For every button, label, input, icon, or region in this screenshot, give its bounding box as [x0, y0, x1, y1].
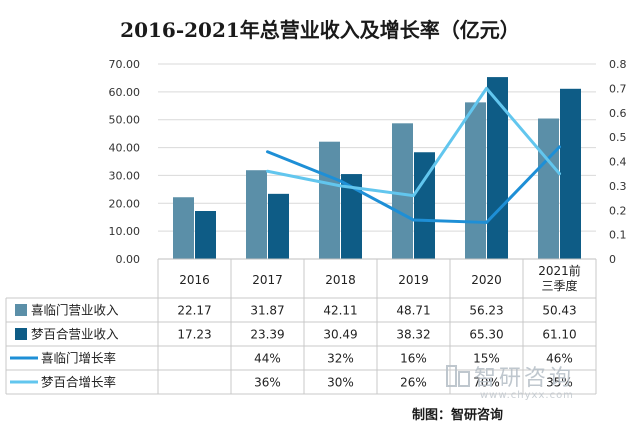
y-right-tick-label: 0.2 — [609, 204, 627, 217]
table-cell-喜临门营业收入: 31.87 — [250, 304, 284, 318]
bar-梦百合营业收入-2016 — [195, 211, 216, 259]
bar-梦百合营业收入-2018 — [341, 174, 362, 259]
x-tick-label: 2016 — [179, 273, 210, 287]
y-left-tick-label: 70.00 — [109, 58, 141, 71]
bar-梦百合营业收入-2021前三季度 — [560, 88, 581, 260]
table-cell-喜临门营业收入: 56.23 — [469, 304, 503, 318]
table-cell-喜临门营业收入: 42.11 — [323, 304, 357, 318]
y-left-tick-label: 10.00 — [109, 225, 141, 238]
y-right-tick-label: 0.6 — [609, 107, 627, 120]
y-left-tick-label: 20.00 — [109, 197, 141, 210]
y-left-tick-label: 40.00 — [109, 142, 141, 155]
y-right-tick-label: 0.8 — [609, 58, 627, 71]
table-cell-梦百合增长率: 30% — [327, 376, 354, 390]
bar-喜临门营业收入-2018 — [319, 141, 340, 259]
left-axis-ticks: 0.00 10.00 20.00 30.00 40.00 50.00 60.00 70.00 — [109, 58, 141, 266]
table-cell-喜临门增长率: 46% — [546, 352, 573, 366]
x-tick-label: 2018 — [325, 273, 356, 287]
table-cell-梦百合营业收入: 65.30 — [469, 328, 503, 342]
table-cell-梦百合营业收入: 30.49 — [323, 328, 357, 342]
gridlines — [158, 63, 596, 260]
y-right-tick-label: 0.7 — [609, 82, 627, 95]
bar-喜临门营业收入-2020 — [465, 102, 486, 259]
legend-swatch-喜临门营业收入 — [15, 304, 27, 316]
table-cell-梦百合营业收入: 38.32 — [396, 328, 430, 342]
y-left-tick-label: 30.00 — [109, 169, 141, 182]
y-right-tick-label: 0.3 — [609, 180, 627, 193]
y-left-tick-label: 60.00 — [109, 86, 141, 99]
line-喜临门增长率 — [266, 145, 561, 224]
legend-label-梦百合营业收入: 梦百合营业收入 — [31, 327, 119, 342]
source-note: 制图：智研咨询 — [412, 407, 503, 423]
x-tick-label: 2017 — [252, 273, 283, 287]
legend-label-梦百合增长率: 梦百合增长率 — [41, 375, 116, 390]
table-cell-喜临门增长率: 15% — [473, 352, 500, 366]
bar-梦百合营业收入-2020 — [487, 77, 508, 259]
bar-series — [173, 77, 581, 260]
legend-label-喜临门增长率: 喜临门增长率 — [41, 351, 116, 366]
table-cell-梦百合增长率: 26% — [400, 376, 427, 390]
right-axis-ticks: 0 0.1 0.2 0.3 0.4 0.5 0.6 0.7 0.8 — [609, 58, 627, 266]
watermark-url: www.chyxx.com — [480, 390, 574, 401]
table-cell-梦百合增长率: 70% — [473, 376, 500, 390]
line-梦百合增长率 — [266, 86, 561, 198]
legend-label-喜临门营业收入: 喜临门营业收入 — [31, 303, 119, 318]
table-cell-喜临门营业收入: 22.17 — [177, 304, 211, 318]
table-cell-喜临门增长率: 44% — [254, 352, 281, 366]
bar-梦百合营业收入-2017 — [268, 193, 289, 259]
table-cell-梦百合营业收入: 23.39 — [250, 328, 284, 342]
legend-swatch-梦百合营业收入 — [15, 328, 27, 340]
watermark-logo-icon — [446, 365, 470, 387]
bar-喜临门营业收入-2019 — [392, 123, 413, 259]
table-cell-梦百合营业收入: 61.10 — [542, 328, 576, 342]
y-left-tick-label: 0.00 — [116, 253, 141, 266]
line-series — [266, 86, 561, 224]
bar-喜临门营业收入-2017 — [246, 170, 267, 259]
x-tick-label: 2020 — [471, 273, 502, 287]
y-right-tick-label: 0.1 — [609, 229, 627, 242]
chart-title: 2016-2021年总营业收入及增长率（亿元） — [120, 18, 520, 42]
table-cell-喜临门增长率: 16% — [400, 352, 427, 366]
bar-喜临门营业收入-2021前三季度 — [538, 118, 559, 260]
x-tick-label: 三季度 — [541, 278, 577, 293]
table-cell-喜临门营业收入: 48.71 — [396, 304, 430, 318]
table-cell-梦百合增长率: 35% — [546, 376, 573, 390]
watermark: 智研咨询 www.chyxx.com — [446, 365, 574, 401]
watermark-brand: 智研咨询 — [474, 366, 574, 391]
y-right-tick-label: 0.5 — [609, 131, 627, 144]
bar-喜临门营业收入-2016 — [173, 197, 194, 259]
x-tick-label: 2019 — [398, 273, 429, 287]
table-cell-梦百合营业收入: 17.23 — [177, 328, 211, 342]
y-left-tick-label: 50.00 — [109, 114, 141, 127]
table-cell-喜临门增长率: 32% — [327, 352, 354, 366]
y-right-tick-label: 0.4 — [609, 156, 627, 169]
table-cell-喜临门营业收入: 50.43 — [542, 304, 576, 318]
y-right-tick-label: 0 — [609, 253, 616, 266]
table-cell-梦百合增长率: 36% — [254, 376, 281, 390]
bar-梦百合营业收入-2019 — [414, 152, 435, 259]
x-tick-label: 2021前 — [538, 263, 581, 278]
